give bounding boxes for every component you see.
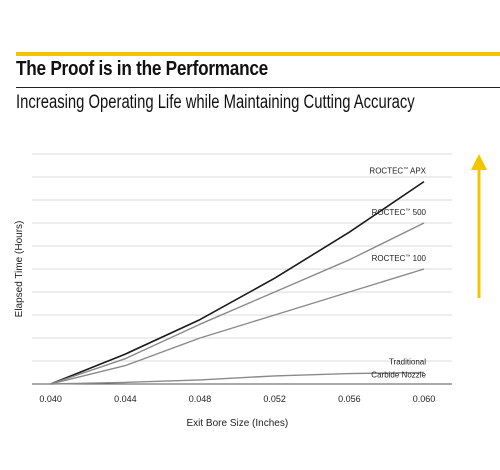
series-line xyxy=(50,180,425,385)
page-title: The Proof is in the Performance xyxy=(16,58,268,80)
series-label: ROCTEC™ 500 xyxy=(372,208,427,217)
series-label: ROCTEC™ 100 xyxy=(372,254,427,263)
trend-arrow-head xyxy=(471,154,487,170)
series-line xyxy=(50,222,425,385)
y-axis-label: Elapsed Time (Hours) xyxy=(14,221,25,318)
x-tick-label: 0.044 xyxy=(114,394,137,404)
trend-up-arrow-icon xyxy=(471,154,487,298)
series-labels: ROCTEC™ APX ROCTEC™ 500 ROCTEC™ 100 Traditi… xyxy=(369,167,426,380)
x-tick-label: 0.052 xyxy=(263,394,286,404)
x-tick-label: 0.060 xyxy=(413,394,436,404)
series-line xyxy=(50,268,425,385)
x-axis-label: Exit Bore Size (Inches) xyxy=(186,418,288,429)
page-subtitle: Increasing Operating Life while Maintain… xyxy=(16,92,415,113)
series-lines xyxy=(50,180,425,385)
series-line xyxy=(50,371,425,385)
top-accent-rule xyxy=(16,52,500,56)
series-label: Traditional xyxy=(389,358,426,367)
series-label: ROCTEC™ APX xyxy=(369,167,426,176)
title-divider xyxy=(16,87,500,88)
chart-grid xyxy=(32,153,452,362)
x-tick-label: 0.056 xyxy=(338,394,361,404)
series-label-line2: Carbide Nozzle xyxy=(371,371,426,380)
x-tick-label: 0.048 xyxy=(189,394,212,404)
x-tick-label: 0.040 xyxy=(39,394,62,404)
x-tick-labels: 0.040 0.044 0.048 0.052 0.056 0.060 xyxy=(39,394,435,404)
